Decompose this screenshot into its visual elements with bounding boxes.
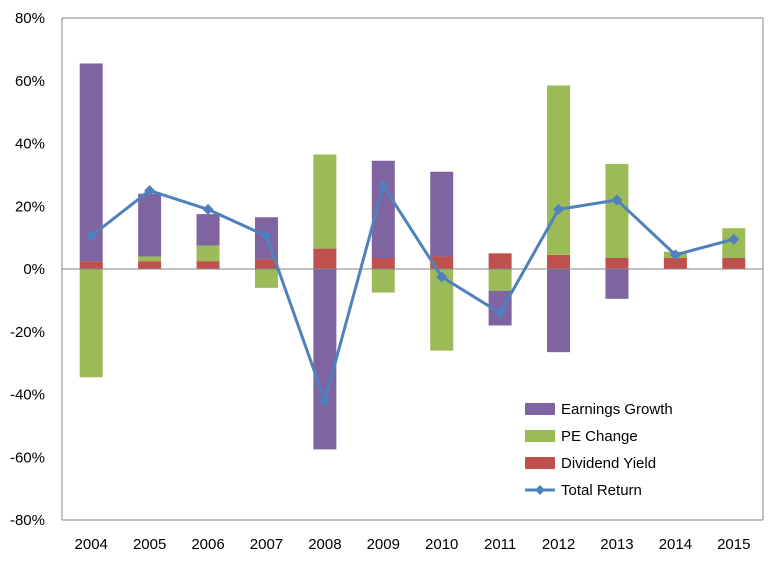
bar-series (79, 63, 746, 450)
bar-earnings-growth (196, 214, 220, 246)
total-return-marker (611, 194, 623, 206)
bar-earnings-growth (371, 160, 395, 259)
bar-dividend-yield (196, 261, 220, 269)
total-return-marker (494, 307, 506, 319)
total-return-marker (319, 395, 331, 407)
bar-pe-change (138, 256, 162, 262)
total-return-marker (260, 230, 272, 242)
legend-label: Dividend Yield (561, 455, 656, 472)
x-tick-label: 2006 (191, 536, 224, 553)
y-tick-label: -60% (10, 449, 45, 466)
legend-label: Total Return (561, 482, 642, 499)
bar-pe-change (254, 269, 278, 288)
bar-dividend-yield (488, 253, 512, 269)
y-tick-label: -80% (10, 512, 45, 529)
bar-dividend-yield (138, 261, 162, 269)
x-tick-label: 2014 (659, 536, 692, 553)
x-axis-tick-labels: 2004 2005 2006 2007 2008 2009 2010 2011 2012 2013… (75, 536, 751, 553)
y-tick-label: 80% (15, 10, 45, 27)
total-return-marker (202, 203, 214, 215)
x-tick-label: 2009 (367, 536, 400, 553)
legend-label: PE Change (561, 428, 638, 445)
total-return-marker (669, 249, 681, 261)
legend-swatch (525, 457, 555, 469)
y-tick-label: 60% (15, 73, 45, 90)
x-tick-label: 2010 (425, 536, 458, 553)
bar-pe-change (313, 154, 337, 249)
total-return-marker (377, 180, 389, 192)
bar-dividend-yield (79, 261, 103, 269)
bar-dividend-yield (547, 254, 571, 269)
x-tick-label: 2005 (133, 536, 166, 553)
legend-item-total-return: Total Return (525, 482, 642, 499)
legend-swatch (525, 430, 555, 442)
bar-pe-change (430, 269, 454, 351)
bar-dividend-yield (371, 258, 395, 269)
bar-earnings-growth (547, 269, 571, 353)
legend-swatch-marker (535, 485, 545, 495)
total-return-marker (85, 230, 97, 242)
y-axis-tick-labels: 80% 60% 40% 20% 0% -20% -40% -60% -80% (10, 10, 45, 529)
total-return-line (90, 184, 735, 403)
legend-item-dividend-yield: Dividend Yield (525, 455, 656, 472)
bar-pe-change (196, 245, 220, 262)
x-tick-label: 2007 (250, 536, 283, 553)
total-return-marker (728, 233, 740, 245)
bar-earnings-growth (79, 63, 103, 262)
bar-dividend-yield (663, 258, 687, 269)
bar-pe-change (79, 269, 103, 378)
total-return-marker (436, 271, 448, 283)
bar-dividend-yield (605, 258, 629, 269)
x-tick-label: 2015 (717, 536, 750, 553)
x-tick-label: 2012 (542, 536, 575, 553)
x-tick-label: 2013 (600, 536, 633, 553)
total-return-marker (144, 185, 156, 197)
x-tick-label: 2004 (75, 536, 108, 553)
x-tick-label: 2008 (308, 536, 341, 553)
y-tick-label: -40% (10, 387, 45, 404)
bar-earnings-growth (605, 269, 629, 299)
total-return-marker (553, 203, 565, 215)
bar-dividend-yield (313, 248, 337, 269)
y-tick-label: 40% (15, 136, 45, 153)
legend-label: Earnings Growth (561, 401, 673, 418)
bar-earnings-growth (138, 193, 162, 257)
total-return-line-series (85, 180, 740, 407)
bar-dividend-yield (254, 259, 278, 269)
bar-pe-change (605, 163, 629, 259)
legend-swatch (525, 403, 555, 415)
y-tick-label: -20% (10, 324, 45, 341)
bar-dividend-yield (722, 258, 746, 269)
legend-item-pe-change: PE Change (525, 428, 638, 445)
bar-pe-change (371, 269, 395, 293)
bar-pe-change (547, 85, 571, 255)
x-tick-label: 2011 (484, 536, 516, 553)
y-tick-label: 0% (23, 261, 45, 278)
bar-earnings-growth (313, 269, 337, 450)
bar-pe-change (488, 269, 512, 291)
y-tick-label: 20% (15, 198, 45, 215)
chart-legend: Earnings Growth PE Change Dividend Yield To… (525, 401, 673, 499)
legend-item-earnings-growth: Earnings Growth (525, 401, 673, 418)
bar-earnings-growth (430, 171, 454, 257)
